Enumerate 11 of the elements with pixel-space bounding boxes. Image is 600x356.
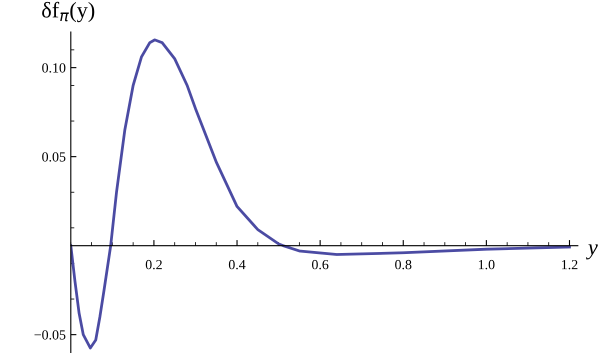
y-axis-title: δf$_{π}$(y): [42, 2, 94, 22]
x-axis-title: y: [586, 244, 598, 260]
x-tick-label: 0.8: [395, 260, 412, 270]
x-tick-label: 0.4: [228, 260, 246, 270]
y-tick-label: 0.10: [42, 63, 66, 73]
x-tick-label: 0.6: [312, 260, 328, 270]
x-tick-label: 1.2: [562, 260, 578, 270]
x-tick-label: 1.0: [478, 260, 495, 270]
x-tick-label: 0.2: [146, 260, 162, 270]
y-tick-label: −0.05: [34, 330, 66, 340]
y-tick-label: 0.05: [42, 152, 66, 162]
